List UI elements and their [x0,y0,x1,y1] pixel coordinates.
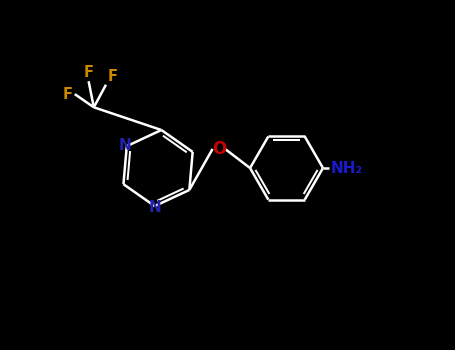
Text: N: N [119,138,131,153]
Text: N: N [149,200,162,215]
Text: F: F [84,64,94,79]
Text: O: O [212,140,226,158]
Text: F: F [108,69,118,84]
Text: NH₂: NH₂ [331,161,363,176]
Text: F: F [63,86,73,102]
